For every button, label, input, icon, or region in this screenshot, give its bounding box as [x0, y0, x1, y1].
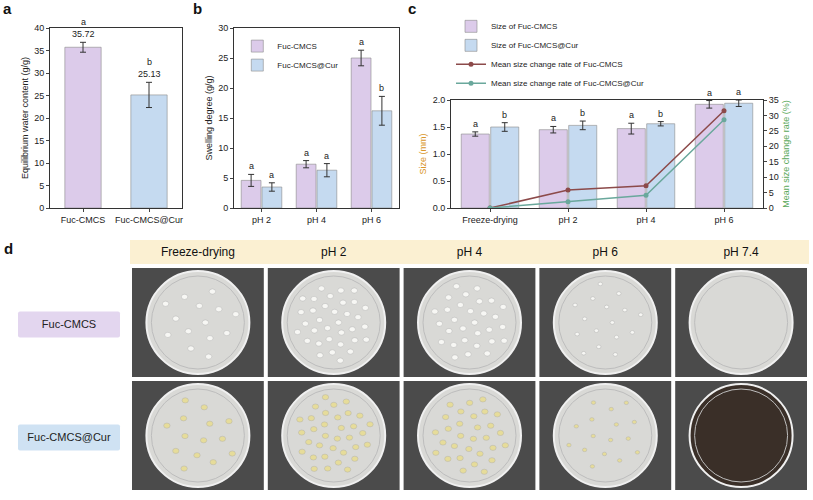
svg-text:a: a [269, 170, 274, 180]
svg-text:30: 30 [34, 68, 44, 78]
svg-text:35.72: 35.72 [72, 29, 95, 39]
svg-text:pH 6: pH 6 [362, 215, 381, 225]
svg-text:0: 0 [223, 203, 228, 213]
svg-text:pH 2: pH 2 [321, 245, 347, 259]
svg-text:2.0: 2.0 [433, 95, 446, 105]
svg-text:5: 5 [39, 181, 44, 191]
svg-text:5: 5 [223, 173, 228, 183]
svg-text:15: 15 [769, 157, 779, 167]
svg-text:1.0: 1.0 [433, 149, 446, 159]
svg-text:b: b [502, 110, 507, 120]
svg-text:b: b [658, 109, 663, 119]
svg-text:a: a [324, 151, 329, 161]
svg-text:b: b [580, 108, 585, 118]
svg-text:25: 25 [218, 53, 228, 63]
svg-text:10: 10 [218, 143, 228, 153]
svg-text:30: 30 [769, 111, 779, 121]
svg-text:Fuc-CMCS@Cur: Fuc-CMCS@Cur [27, 431, 111, 443]
svg-text:40: 40 [34, 23, 44, 33]
svg-text:Fuc-CMCS@Cur: Fuc-CMCS@Cur [277, 61, 338, 70]
svg-text:a: a [81, 17, 86, 27]
svg-text:pH 2: pH 2 [252, 215, 271, 225]
svg-text:20: 20 [218, 83, 228, 93]
svg-text:a: a [249, 161, 254, 171]
html-text:a: a [3, 0, 12, 17]
svg-text:Equilibrium water content (g/g: Equilibrium water content (g/g) [20, 57, 30, 179]
svg-text:25.13: 25.13 [138, 69, 161, 79]
svg-text:35: 35 [34, 46, 44, 56]
svg-text:pH 4: pH 4 [636, 215, 655, 225]
svg-text:20: 20 [769, 141, 779, 151]
svg-text:1.5: 1.5 [433, 122, 446, 132]
svg-text:Mean size change rate of Fuc-C: Mean size change rate of Fuc-CMCS [491, 60, 623, 69]
svg-text:Fuc-CMCS@Cur: Fuc-CMCS@Cur [115, 215, 183, 225]
svg-text:pH 2: pH 2 [558, 215, 577, 225]
svg-text:Fuc-CMCS: Fuc-CMCS [277, 42, 317, 51]
svg-text:b: b [379, 83, 384, 93]
html-text:b: b [193, 0, 203, 17]
svg-text:20: 20 [34, 113, 44, 123]
svg-text:5: 5 [769, 188, 774, 198]
svg-text:pH 4: pH 4 [457, 245, 483, 259]
svg-text:a: a [304, 148, 309, 158]
svg-text:35: 35 [769, 95, 779, 105]
svg-text:15: 15 [34, 136, 44, 146]
svg-text:a: a [736, 87, 741, 97]
svg-text:0.0: 0.0 [433, 203, 446, 213]
svg-text:pH 4: pH 4 [307, 215, 326, 225]
svg-text:a: a [629, 110, 634, 120]
svg-text:Freeze-drying: Freeze-drying [462, 215, 518, 225]
svg-text:Size of Fuc-CMCS: Size of Fuc-CMCS [491, 22, 557, 31]
svg-text:0: 0 [769, 203, 774, 213]
svg-text:a: a [707, 88, 712, 98]
svg-text:0.5: 0.5 [433, 176, 446, 186]
svg-text:Size of Fuc-CMCS@Cur: Size of Fuc-CMCS@Cur [491, 41, 579, 50]
svg-text:d: d [4, 240, 13, 257]
svg-text:a: a [359, 37, 364, 47]
svg-text:Fuc-CMCS: Fuc-CMCS [61, 215, 106, 225]
svg-text:15: 15 [218, 113, 228, 123]
svg-text:pH 6: pH 6 [714, 215, 733, 225]
svg-text:25: 25 [769, 126, 779, 136]
html-text:c: c [408, 0, 417, 17]
svg-text:a: a [473, 119, 478, 129]
svg-text:30: 30 [218, 23, 228, 33]
svg-text:pH 7.4: pH 7.4 [723, 245, 759, 259]
svg-text:Size (mm): Size (mm) [418, 134, 428, 175]
svg-text:pH 6: pH 6 [593, 245, 619, 259]
svg-text:Mean size change rate (%): Mean size change rate (%) [781, 100, 791, 208]
svg-text:Fuc-CMCS: Fuc-CMCS [42, 318, 96, 330]
svg-text:Mean size change rate of Fuc-C: Mean size change rate of Fuc-CMCS@Cur [491, 79, 644, 88]
svg-text:Swelling degree (g/g): Swelling degree (g/g) [204, 75, 214, 160]
svg-text:0: 0 [39, 203, 44, 213]
svg-text:a: a [551, 113, 556, 123]
svg-text:10: 10 [769, 172, 779, 182]
svg-text:10: 10 [34, 158, 44, 168]
svg-text:25: 25 [34, 91, 44, 101]
svg-text:Freeze-drying: Freeze-drying [161, 245, 235, 259]
svg-text:b: b [147, 57, 152, 67]
